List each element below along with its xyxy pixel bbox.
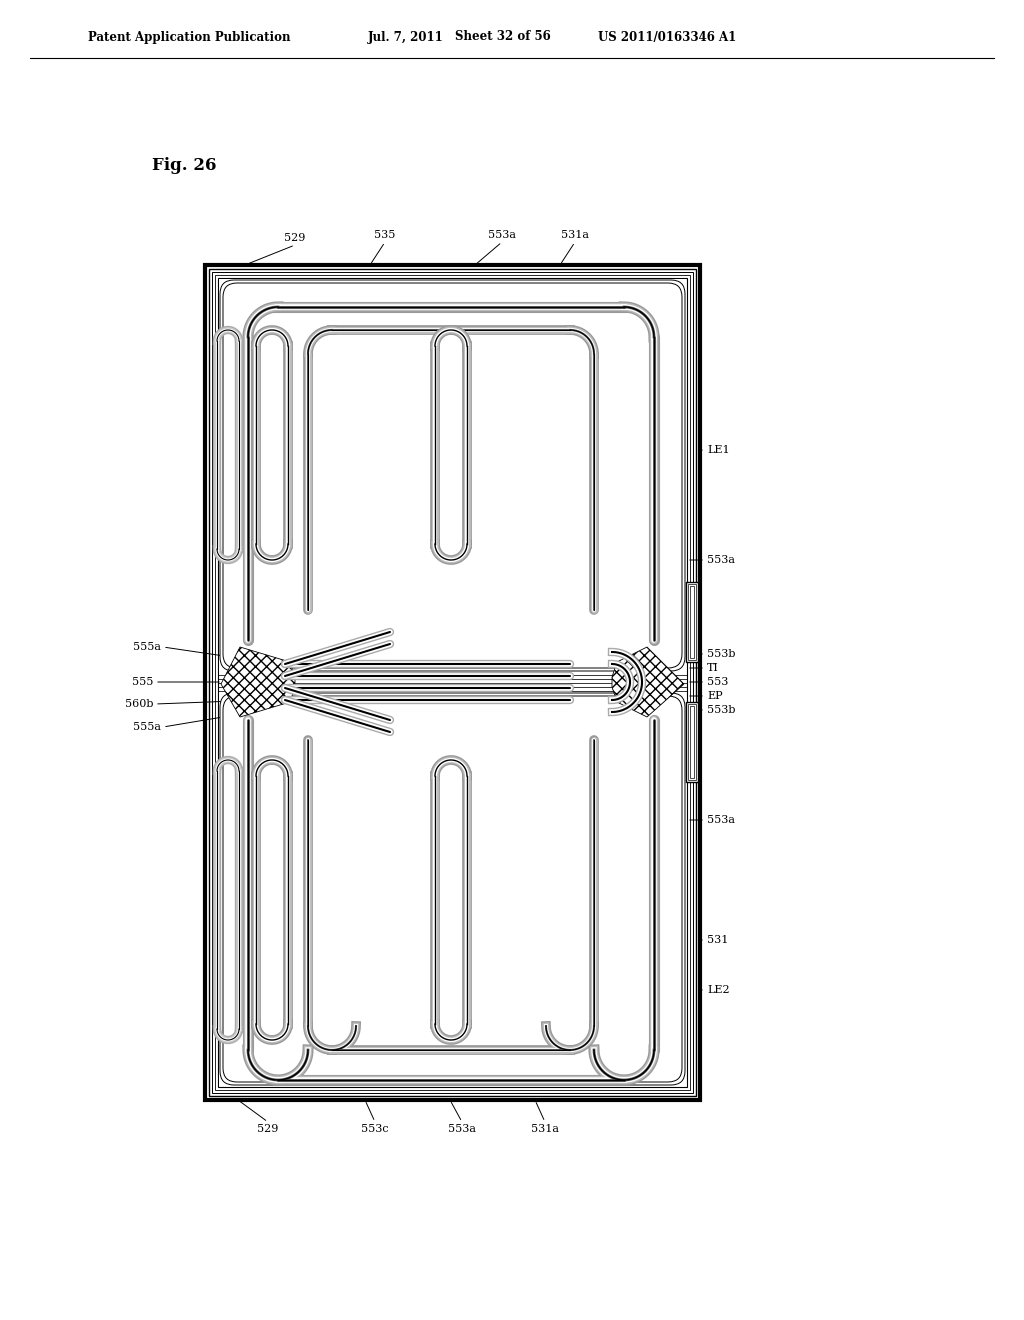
Polygon shape xyxy=(221,647,295,717)
Bar xyxy=(690,586,694,657)
FancyBboxPatch shape xyxy=(220,693,685,1085)
Text: 553c: 553c xyxy=(361,1125,389,1134)
Text: 529: 529 xyxy=(285,234,306,243)
Bar xyxy=(688,704,696,780)
Text: 553b: 553b xyxy=(707,649,735,659)
Text: US 2011/0163346 A1: US 2011/0163346 A1 xyxy=(598,30,736,44)
Text: 555a: 555a xyxy=(133,642,161,652)
Bar xyxy=(209,269,696,1096)
FancyBboxPatch shape xyxy=(220,280,685,671)
Text: 529: 529 xyxy=(257,1125,279,1134)
Text: 555a: 555a xyxy=(133,722,161,733)
Text: LE2: LE2 xyxy=(707,985,730,995)
Bar xyxy=(686,702,698,781)
Text: 553b: 553b xyxy=(707,705,735,715)
Text: Fig. 26: Fig. 26 xyxy=(152,157,216,173)
Text: 535: 535 xyxy=(375,230,395,240)
Text: 553a: 553a xyxy=(449,1125,476,1134)
Bar xyxy=(215,275,690,1090)
Text: Sheet 32 of 56: Sheet 32 of 56 xyxy=(455,30,551,44)
Text: 531a: 531a xyxy=(531,1125,559,1134)
Bar xyxy=(218,279,687,1086)
Bar xyxy=(219,279,686,675)
Text: 555: 555 xyxy=(132,677,153,686)
Text: 553a: 553a xyxy=(707,554,735,565)
Bar xyxy=(212,272,693,1093)
FancyBboxPatch shape xyxy=(223,696,682,1082)
Text: Patent Application Publication: Patent Application Publication xyxy=(88,30,291,44)
Text: 553a: 553a xyxy=(707,814,735,825)
Polygon shape xyxy=(612,647,684,717)
Text: 531: 531 xyxy=(707,935,728,945)
Bar xyxy=(219,692,686,1086)
Bar xyxy=(686,582,698,663)
Text: LE1: LE1 xyxy=(707,445,730,455)
Text: 560b: 560b xyxy=(125,700,153,709)
Bar xyxy=(205,265,700,1100)
Text: Jul. 7, 2011: Jul. 7, 2011 xyxy=(368,30,443,44)
Text: 553a: 553a xyxy=(488,230,516,240)
FancyBboxPatch shape xyxy=(223,282,682,668)
Text: EP: EP xyxy=(707,690,723,701)
Text: 531a: 531a xyxy=(561,230,589,240)
Bar xyxy=(688,583,696,660)
Text: TI: TI xyxy=(707,663,719,673)
Bar xyxy=(690,706,694,777)
Text: 553: 553 xyxy=(707,677,728,686)
